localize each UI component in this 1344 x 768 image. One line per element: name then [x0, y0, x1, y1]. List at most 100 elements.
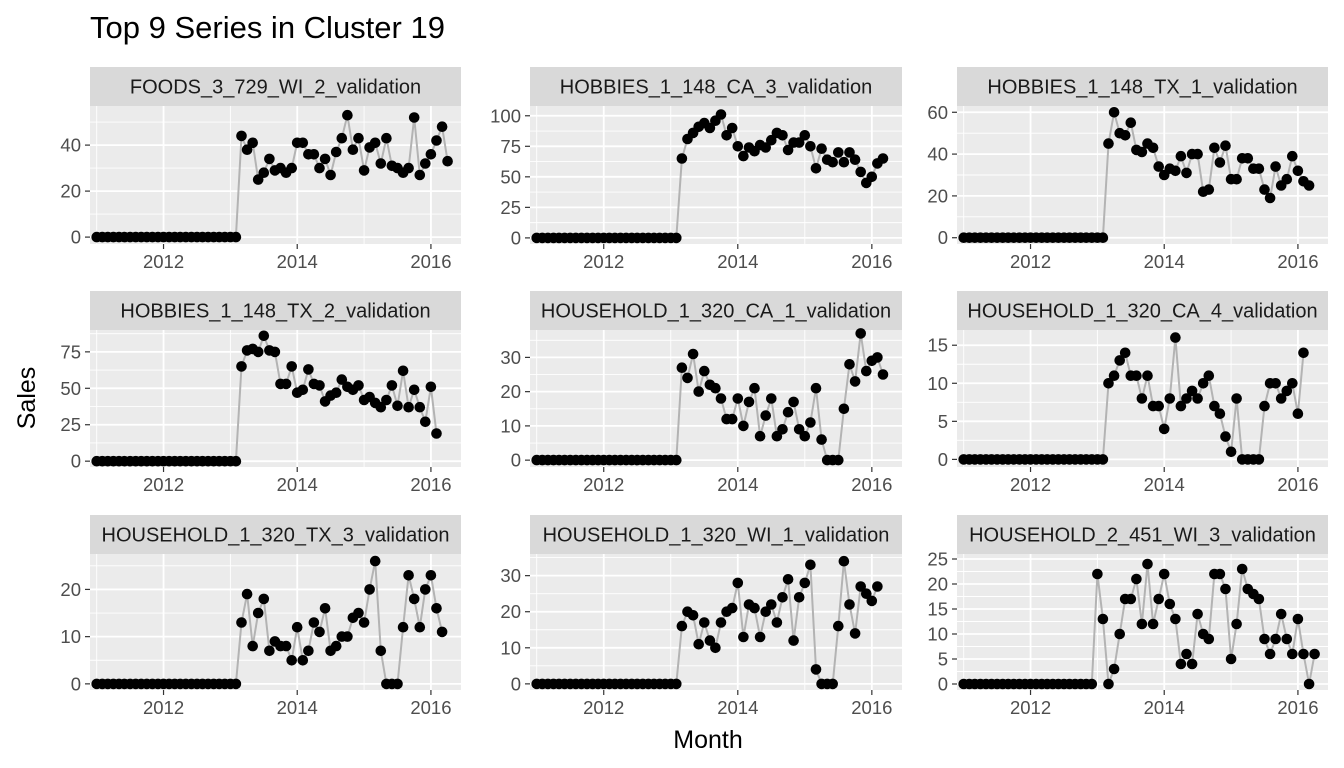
data-point — [308, 149, 320, 160]
y-tick-label: 10 — [500, 637, 521, 658]
data-point — [760, 606, 771, 617]
data-point — [855, 166, 866, 178]
data-point — [1164, 598, 1176, 610]
facet-strip-label: HOUSEHOLD_2_451_WI_3_validation — [969, 525, 1316, 547]
data-point — [754, 631, 766, 643]
y-tick-label: 40 — [927, 144, 948, 165]
data-point — [230, 455, 242, 467]
y-tick-label: 0 — [511, 227, 521, 248]
y-tick-label: 100 — [490, 105, 521, 126]
data-point — [1220, 140, 1231, 151]
data-point — [297, 137, 309, 149]
data-point — [381, 394, 392, 406]
data-point — [877, 153, 889, 164]
data-point — [1214, 408, 1226, 420]
data-point — [408, 112, 420, 123]
data-point — [732, 577, 744, 589]
data-point — [297, 655, 309, 666]
facet-panel: HOUSEHOLD_1_320_WI_1_validation 0 10 20 30 20… — [500, 515, 902, 718]
x-tick-label: 2016 — [1277, 474, 1318, 495]
data-point — [1253, 593, 1265, 605]
data-point — [1153, 593, 1164, 605]
data-point — [436, 626, 448, 638]
data-point — [715, 617, 727, 628]
y-tick-label: 0 — [511, 673, 521, 694]
data-point — [420, 584, 431, 595]
x-tick-label: 2012 — [143, 697, 184, 718]
x-tick-label: 2012 — [583, 697, 624, 718]
data-point — [314, 380, 325, 391]
data-point — [330, 640, 342, 652]
y-tick-label: 40 — [60, 135, 81, 156]
data-point — [1158, 423, 1170, 435]
data-point — [1142, 370, 1153, 382]
facet-panel: HOUSEHOLD_1_320_CA_4_validation 0 5 10 15 201… — [927, 291, 1328, 495]
y-tick-label: 25 — [60, 414, 81, 435]
data-point — [687, 610, 699, 621]
data-point — [1214, 568, 1226, 580]
data-point — [1214, 157, 1226, 168]
data-point — [236, 617, 247, 628]
data-point — [1259, 633, 1270, 645]
data-point — [436, 121, 448, 132]
data-point — [230, 231, 242, 243]
data-point — [258, 167, 270, 178]
data-point — [833, 454, 844, 466]
y-tick-label: 20 — [927, 185, 948, 206]
data-point — [286, 361, 298, 372]
data-point — [1220, 583, 1231, 595]
data-point — [1275, 393, 1287, 404]
data-point — [386, 380, 398, 391]
data-point — [838, 555, 850, 567]
data-point — [375, 401, 387, 413]
data-point — [861, 588, 872, 599]
data-point — [1192, 608, 1203, 620]
data-point — [838, 403, 850, 415]
data-point — [342, 109, 353, 121]
data-point — [704, 635, 716, 646]
facet-strip-label: HOBBIES_1_148_CA_3_validation — [560, 77, 872, 99]
data-point — [241, 588, 253, 600]
x-tick-label: 2012 — [1010, 251, 1051, 272]
data-point — [1192, 148, 1203, 160]
data-point — [347, 144, 359, 155]
data-point — [1209, 142, 1220, 154]
facet-panel: FOODS_3_729_WI_2_validation 0 20 40 2012 2014… — [60, 67, 461, 272]
data-point — [403, 162, 414, 174]
data-point — [280, 378, 292, 390]
x-tick-label: 2014 — [717, 474, 758, 495]
y-tick-label: 50 — [60, 378, 81, 399]
x-tick-label: 2016 — [851, 474, 892, 495]
facet-panels: FOODS_3_729_WI_2_validation 0 20 40 2012 2014… — [60, 67, 1328, 718]
data-point — [1086, 678, 1098, 690]
data-point — [336, 132, 348, 144]
data-point — [1114, 628, 1125, 640]
data-point — [760, 142, 771, 153]
data-point — [252, 607, 264, 619]
data-point — [353, 380, 364, 391]
data-point — [754, 430, 766, 442]
facet-strip-label: HOUSEHOLD_1_320_TX_3_validation — [102, 525, 450, 547]
x-tick-label: 2014 — [1144, 251, 1185, 272]
y-tick-label: 0 — [938, 449, 948, 470]
data-point — [1092, 568, 1103, 580]
data-point — [732, 393, 744, 404]
facet-strip — [90, 515, 461, 554]
y-tick-label: 0 — [71, 227, 81, 248]
data-point — [710, 642, 721, 654]
data-point — [414, 169, 426, 181]
data-point — [1275, 608, 1287, 620]
facet-panel: HOUSEHOLD_1_320_CA_1_validation 0 10 20 30 20… — [500, 291, 902, 495]
data-point — [855, 328, 866, 339]
data-point — [1292, 165, 1304, 177]
data-point — [849, 154, 861, 165]
data-point — [1281, 385, 1293, 397]
data-point — [264, 645, 275, 657]
facet-strip — [90, 67, 461, 106]
data-point — [303, 364, 314, 375]
data-point — [1203, 370, 1215, 382]
facet-strip-label: HOBBIES_1_148_TX_1_validation — [987, 77, 1297, 99]
data-point — [1231, 393, 1242, 404]
data-point — [420, 158, 431, 169]
